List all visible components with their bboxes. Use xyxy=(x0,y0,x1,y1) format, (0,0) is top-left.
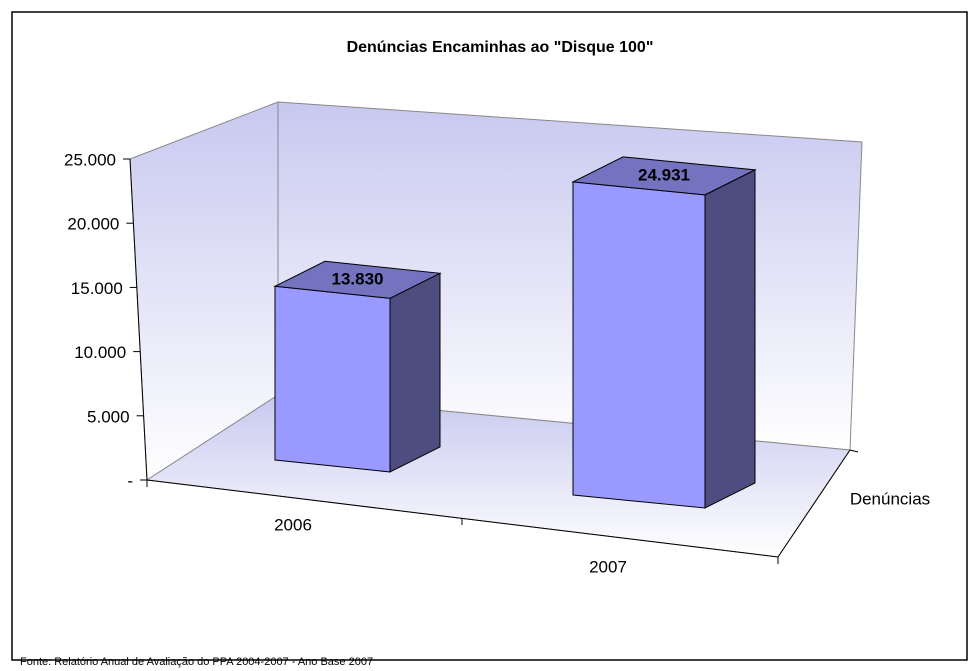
y-tick-label: 15.000 xyxy=(71,279,123,298)
y-tick-label: 25.000 xyxy=(64,150,116,169)
y-axis xyxy=(129,158,148,481)
bar-front xyxy=(572,181,706,509)
x-tick-label: 2007 xyxy=(589,557,627,576)
bar-side xyxy=(704,169,756,509)
chart-title: Denúncias Encaminhas ao "Disque 100" xyxy=(347,39,654,56)
value-label: 13.830 xyxy=(332,269,384,288)
y-tick-label: 5.000 xyxy=(87,407,130,426)
value-label: 24.931 xyxy=(638,165,690,184)
z-axis xyxy=(777,449,851,558)
x-tick-label: 2006 xyxy=(274,515,312,534)
bar-top xyxy=(273,260,442,299)
bar-top xyxy=(571,156,757,196)
legend-label: Denúncias xyxy=(850,489,930,508)
z-axis-tick xyxy=(849,449,859,453)
bar-side xyxy=(389,272,441,473)
source-note: Fonte: Relatório Anual de Avaliação do P… xyxy=(20,656,373,668)
y-tick-label: 10.000 xyxy=(74,343,126,362)
y-tick-label: 20.000 xyxy=(67,215,119,234)
bar-front xyxy=(274,285,391,473)
y-tick-label: - xyxy=(127,471,133,490)
